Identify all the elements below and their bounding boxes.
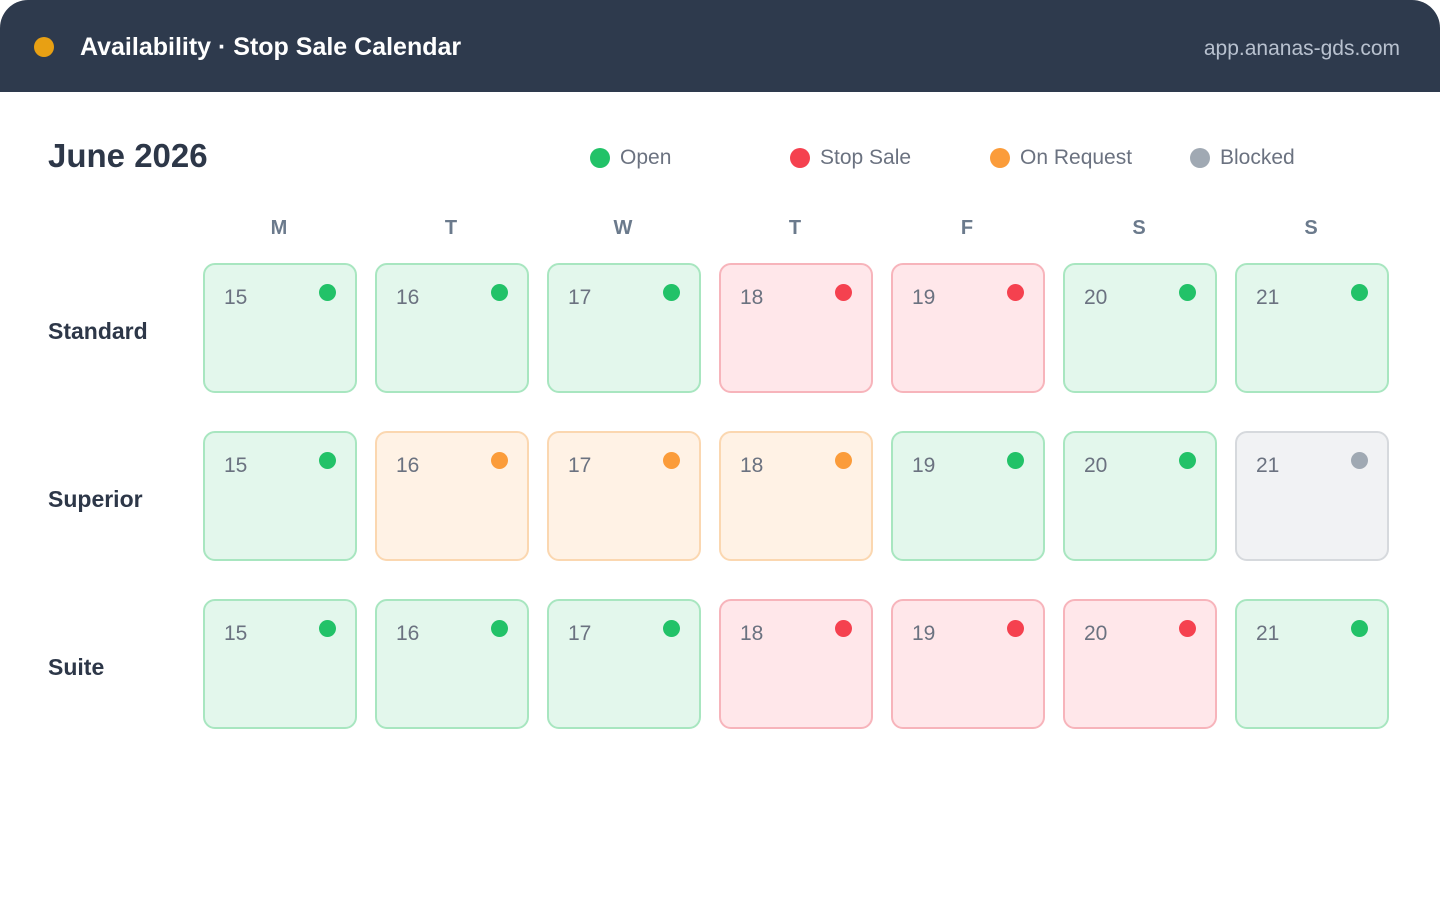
day-cell-stop[interactable]: 19	[891, 599, 1045, 729]
day-cell-stop[interactable]: 18	[719, 599, 873, 729]
day-cell-open[interactable]: 20	[1063, 431, 1217, 561]
day-number: 19	[912, 286, 936, 309]
day-cell-request[interactable]: 17	[547, 431, 701, 561]
day-number: 17	[568, 286, 592, 309]
month-title: June 2026	[48, 137, 208, 174]
legend-item-stop: Stop Sale	[790, 145, 911, 171]
legend-label: Blocked	[1220, 146, 1295, 169]
status-dot-icon	[34, 37, 54, 57]
status-dot-icon	[1351, 620, 1368, 637]
app-url[interactable]: app.ananas-gds.com	[1203, 37, 1400, 60]
day-number: 16	[396, 286, 420, 309]
day-cell-request[interactable]: 16	[375, 431, 529, 561]
status-dot-icon	[491, 620, 508, 637]
day-number: 15	[224, 286, 248, 309]
day-cell-open[interactable]: 15	[203, 599, 357, 729]
status-dot-icon	[1007, 284, 1024, 301]
legend-dot-icon	[790, 148, 810, 168]
status-dot-icon	[835, 452, 852, 469]
weekday-label: T	[444, 217, 458, 239]
day-cell-blocked[interactable]: 21	[1235, 431, 1389, 561]
day-cell-open[interactable]: 16	[375, 599, 529, 729]
day-number: 16	[396, 622, 420, 645]
status-dot-icon	[835, 620, 852, 637]
day-number: 21	[1256, 622, 1280, 645]
weekday-label: S	[1304, 217, 1318, 239]
status-dot-icon	[1007, 620, 1024, 637]
day-cell-open[interactable]: 17	[547, 263, 701, 393]
legend-label: On Request	[1020, 146, 1133, 169]
day-number: 19	[912, 622, 936, 645]
day-number: 20	[1084, 286, 1108, 309]
day-cell-open[interactable]: 16	[375, 263, 529, 393]
status-dot-icon	[319, 284, 336, 301]
status-dot-icon	[835, 284, 852, 301]
day-cell-request[interactable]: 18	[719, 431, 873, 561]
weekday-label: S	[1132, 217, 1146, 239]
day-number: 18	[740, 286, 764, 309]
day-number: 20	[1084, 454, 1108, 477]
status-dot-icon	[1351, 452, 1368, 469]
status-dot-icon	[319, 620, 336, 637]
day-cell-open[interactable]: 21	[1235, 263, 1389, 393]
day-number: 19	[912, 454, 936, 477]
weekday-label: W	[613, 217, 633, 239]
day-number: 21	[1256, 286, 1280, 309]
day-number: 18	[740, 622, 764, 645]
status-dot-icon	[491, 452, 508, 469]
status-dot-icon	[1351, 284, 1368, 301]
legend-item-open: Open	[590, 145, 671, 171]
page-title: Availability · Stop Sale Calendar	[80, 33, 462, 61]
legend-item-blocked: Blocked	[1190, 145, 1295, 171]
day-cell-open[interactable]: 21	[1235, 599, 1389, 729]
status-dot-icon	[1179, 284, 1196, 301]
status-dot-icon	[663, 284, 680, 301]
day-cell-open[interactable]: 19	[891, 431, 1045, 561]
weekday-label: T	[788, 217, 802, 239]
room-type-label: Suite	[48, 654, 105, 680]
day-number: 21	[1256, 454, 1280, 477]
day-cell-stop[interactable]: 18	[719, 263, 873, 393]
day-cell-open[interactable]: 15	[203, 263, 357, 393]
room-type-label: Standard	[48, 318, 148, 344]
day-number: 18	[740, 454, 764, 477]
status-dot-icon	[491, 284, 508, 301]
day-number: 15	[224, 622, 248, 645]
day-cell-open[interactable]: 20	[1063, 263, 1217, 393]
day-number: 17	[568, 454, 592, 477]
legend-item-request: On Request	[990, 145, 1132, 171]
day-number: 15	[224, 454, 248, 477]
day-number: 20	[1084, 622, 1108, 645]
status-dot-icon	[663, 452, 680, 469]
status-dot-icon	[1179, 620, 1196, 637]
app-header: Availability · Stop Sale Calendar app.an…	[0, 0, 1440, 92]
day-number: 16	[396, 454, 420, 477]
weekday-label: M	[270, 217, 288, 239]
legend-dot-icon	[590, 148, 610, 168]
day-cell-stop[interactable]: 20	[1063, 599, 1217, 729]
day-cell-open[interactable]: 17	[547, 599, 701, 729]
legend-label: Stop Sale	[820, 146, 912, 169]
room-type-label: Superior	[48, 486, 143, 512]
legend-dot-icon	[990, 148, 1010, 168]
day-number: 17	[568, 622, 592, 645]
weekday-label: F	[960, 217, 974, 239]
status-dot-icon	[319, 452, 336, 469]
day-cell-stop[interactable]: 19	[891, 263, 1045, 393]
status-dot-icon	[663, 620, 680, 637]
status-dot-icon	[1007, 452, 1024, 469]
legend-dot-icon	[1190, 148, 1210, 168]
status-dot-icon	[1179, 452, 1196, 469]
legend-label: Open	[620, 146, 672, 169]
day-cell-open[interactable]: 15	[203, 431, 357, 561]
